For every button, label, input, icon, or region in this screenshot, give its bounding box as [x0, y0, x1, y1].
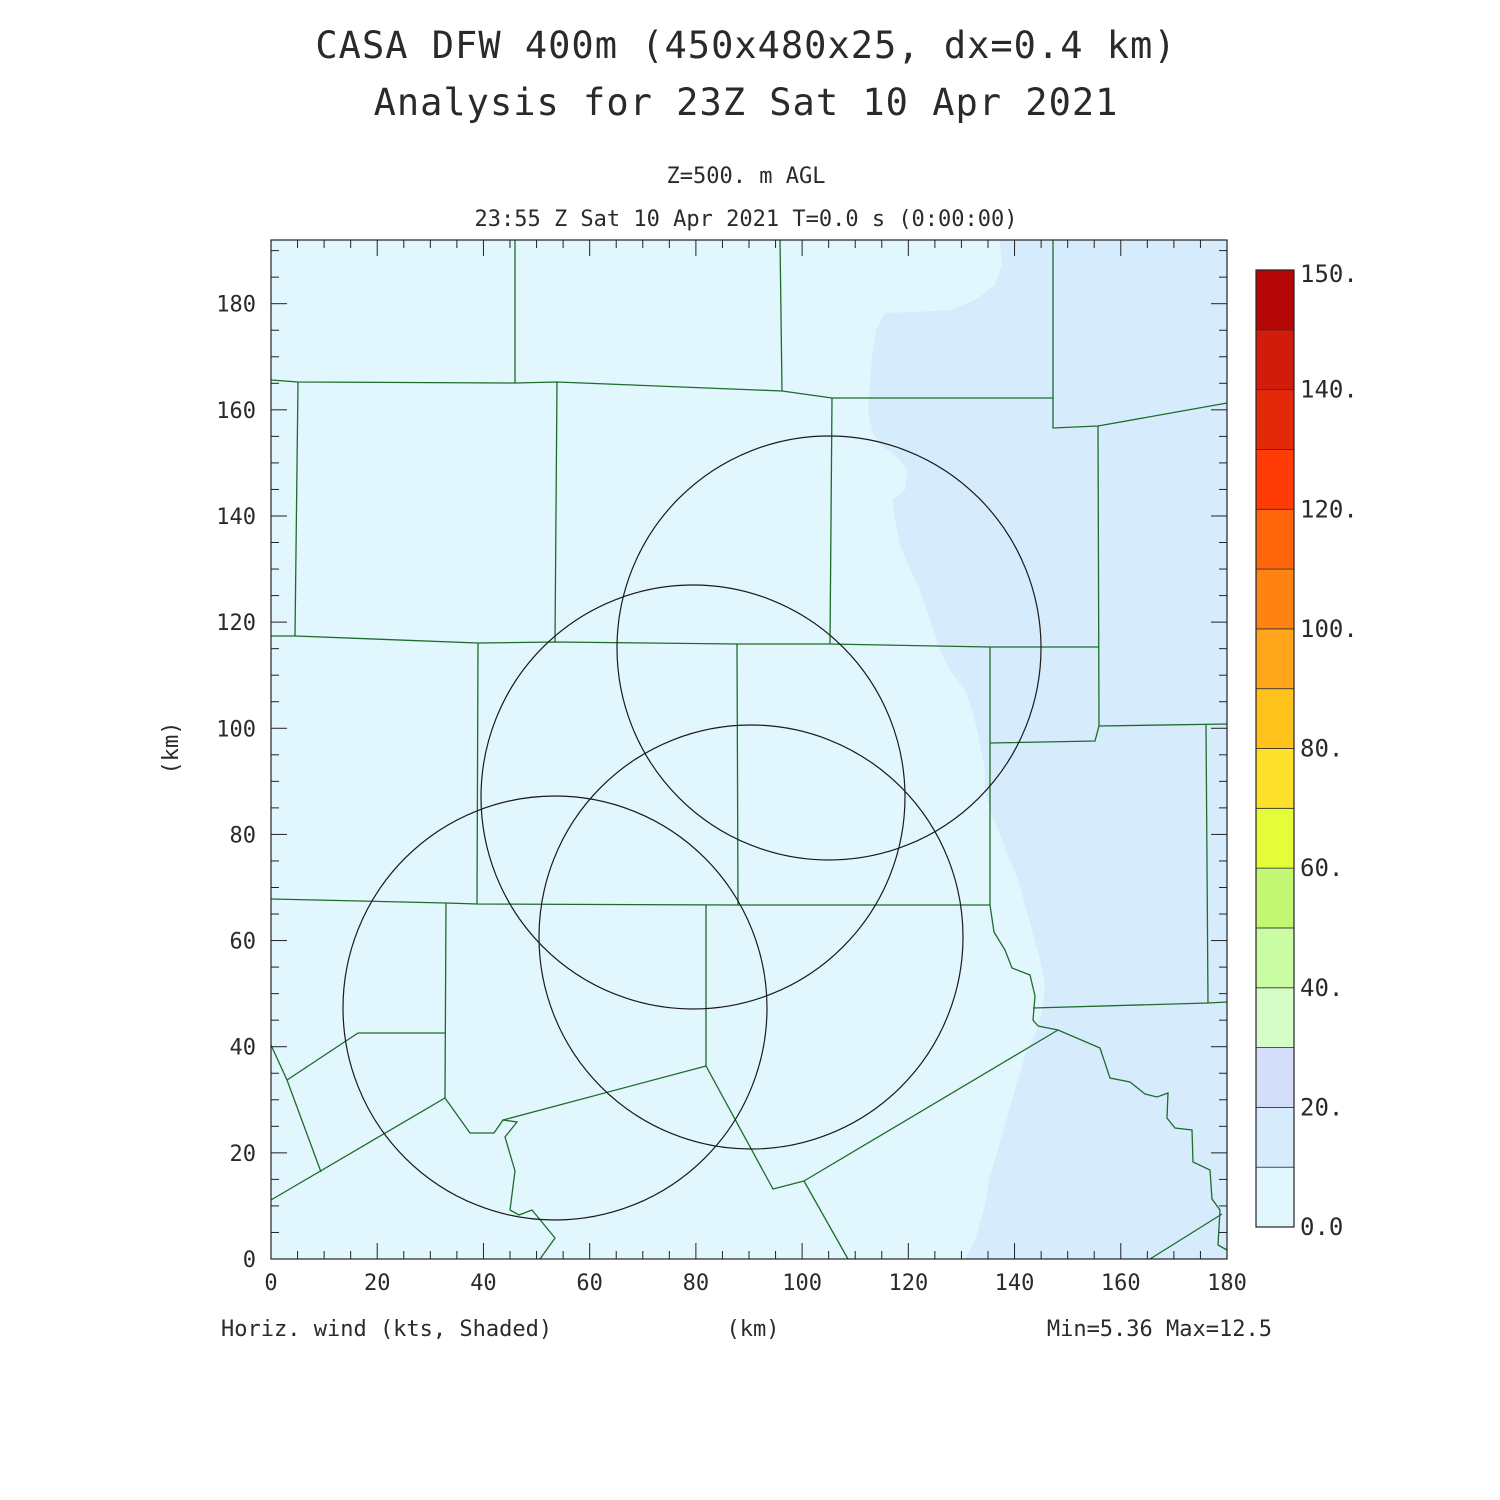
colorbar-swatch — [1255, 1166, 1295, 1228]
colorbar-swatch — [1255, 508, 1295, 570]
valid-time-label: 23:55 Z Sat 10 Apr 2021 T=0.0 s (0:00:00… — [474, 207, 1017, 232]
y-tick-label: 160 — [216, 399, 256, 424]
y-tick-label: 140 — [216, 505, 256, 530]
x-tick-label: 40 — [470, 1271, 497, 1296]
y-tick-labels: 0 20 40 60 80 100 120 140 160 180 — [216, 293, 256, 1273]
y-tick-label: 20 — [230, 1142, 257, 1167]
y-axis-label: (km) — [159, 722, 184, 775]
colorbar-swatch — [1255, 389, 1295, 450]
colorbar-swatch — [1255, 688, 1295, 749]
colorbar-label: 80. — [1300, 735, 1343, 763]
colorbar-swatch — [1255, 1106, 1295, 1168]
colorbar-frame — [1255, 269, 1295, 1228]
title-line2: Analysis for 23Z Sat 10 Apr 2021 — [374, 81, 1119, 124]
radar-ring-sw — [342, 795, 768, 1221]
x-tick-label: 0 — [264, 1271, 277, 1296]
minmax-label: Min=5.36 Max=12.5 — [1047, 1317, 1272, 1342]
radar-ring-se — [538, 724, 964, 1150]
colorbar-label: 20. — [1300, 1093, 1343, 1121]
radar-range-rings — [342, 435, 1042, 1221]
x-axis-label: (km) — [727, 1317, 780, 1342]
colorbar-label: 100. — [1300, 615, 1358, 643]
x-tick-label: 80 — [683, 1271, 710, 1296]
county-boundaries — [270, 239, 1228, 1260]
x-tick-label: 140 — [995, 1271, 1035, 1296]
field-label: Horiz. wind (kts, Shaded) — [221, 1317, 552, 1342]
colorbar-swatch — [1255, 748, 1295, 809]
colorbar-swatch — [1255, 628, 1295, 690]
colorbar-swatch — [1255, 987, 1295, 1048]
colorbar-label: 40. — [1300, 974, 1343, 1002]
y-tick-label: 180 — [216, 293, 256, 318]
y-tick-label: 100 — [216, 717, 256, 742]
y-tick-label: 40 — [230, 1036, 257, 1061]
colorbar-label: 120. — [1300, 495, 1358, 523]
title-line1: CASA DFW 400m (450x480x25, dx=0.4 km) — [315, 24, 1176, 67]
radar-ring-ne — [616, 435, 1042, 861]
colorbar-swatch — [1255, 807, 1295, 869]
x-tick-label: 20 — [364, 1271, 391, 1296]
colorbar-label: 150. — [1300, 260, 1358, 288]
map-plot — [270, 239, 1228, 1260]
colorbar-swatch — [1255, 1047, 1295, 1108]
colorbar-label: 60. — [1300, 854, 1343, 882]
wind-field-high-region — [868, 240, 1227, 1259]
y-tick-label: 60 — [230, 930, 257, 955]
colorbar-swatch — [1255, 867, 1295, 929]
radar-ring-n — [480, 584, 906, 1010]
x-tick-label: 120 — [888, 1271, 928, 1296]
colorbar-swatch — [1255, 269, 1295, 331]
y-tick-label: 120 — [216, 611, 256, 636]
y-tick-label: 0 — [243, 1248, 256, 1273]
y-tick-label: 80 — [230, 823, 257, 848]
colorbar-swatch — [1255, 927, 1295, 989]
x-tick-label: 100 — [782, 1271, 822, 1296]
colorbar-swatch — [1255, 449, 1295, 510]
x-tick-label: 180 — [1207, 1271, 1247, 1296]
level-label: Z=500. m AGL — [667, 164, 826, 189]
x-tick-labels: 0 20 40 60 80 100 120 140 160 180 — [264, 1271, 1247, 1296]
colorbar-swatch — [1255, 329, 1295, 391]
x-tick-label: 60 — [576, 1271, 603, 1296]
colorbar: 0.0 20. 40. 60. 80. 100. 120. 140. 150. — [1255, 260, 1358, 1241]
x-tick-label: 160 — [1101, 1271, 1141, 1296]
colorbar-label: 140. — [1300, 376, 1358, 404]
colorbar-swatch — [1255, 568, 1295, 630]
colorbar-label: 0.0 — [1300, 1213, 1343, 1241]
axis-ticks — [270, 240, 1228, 1260]
